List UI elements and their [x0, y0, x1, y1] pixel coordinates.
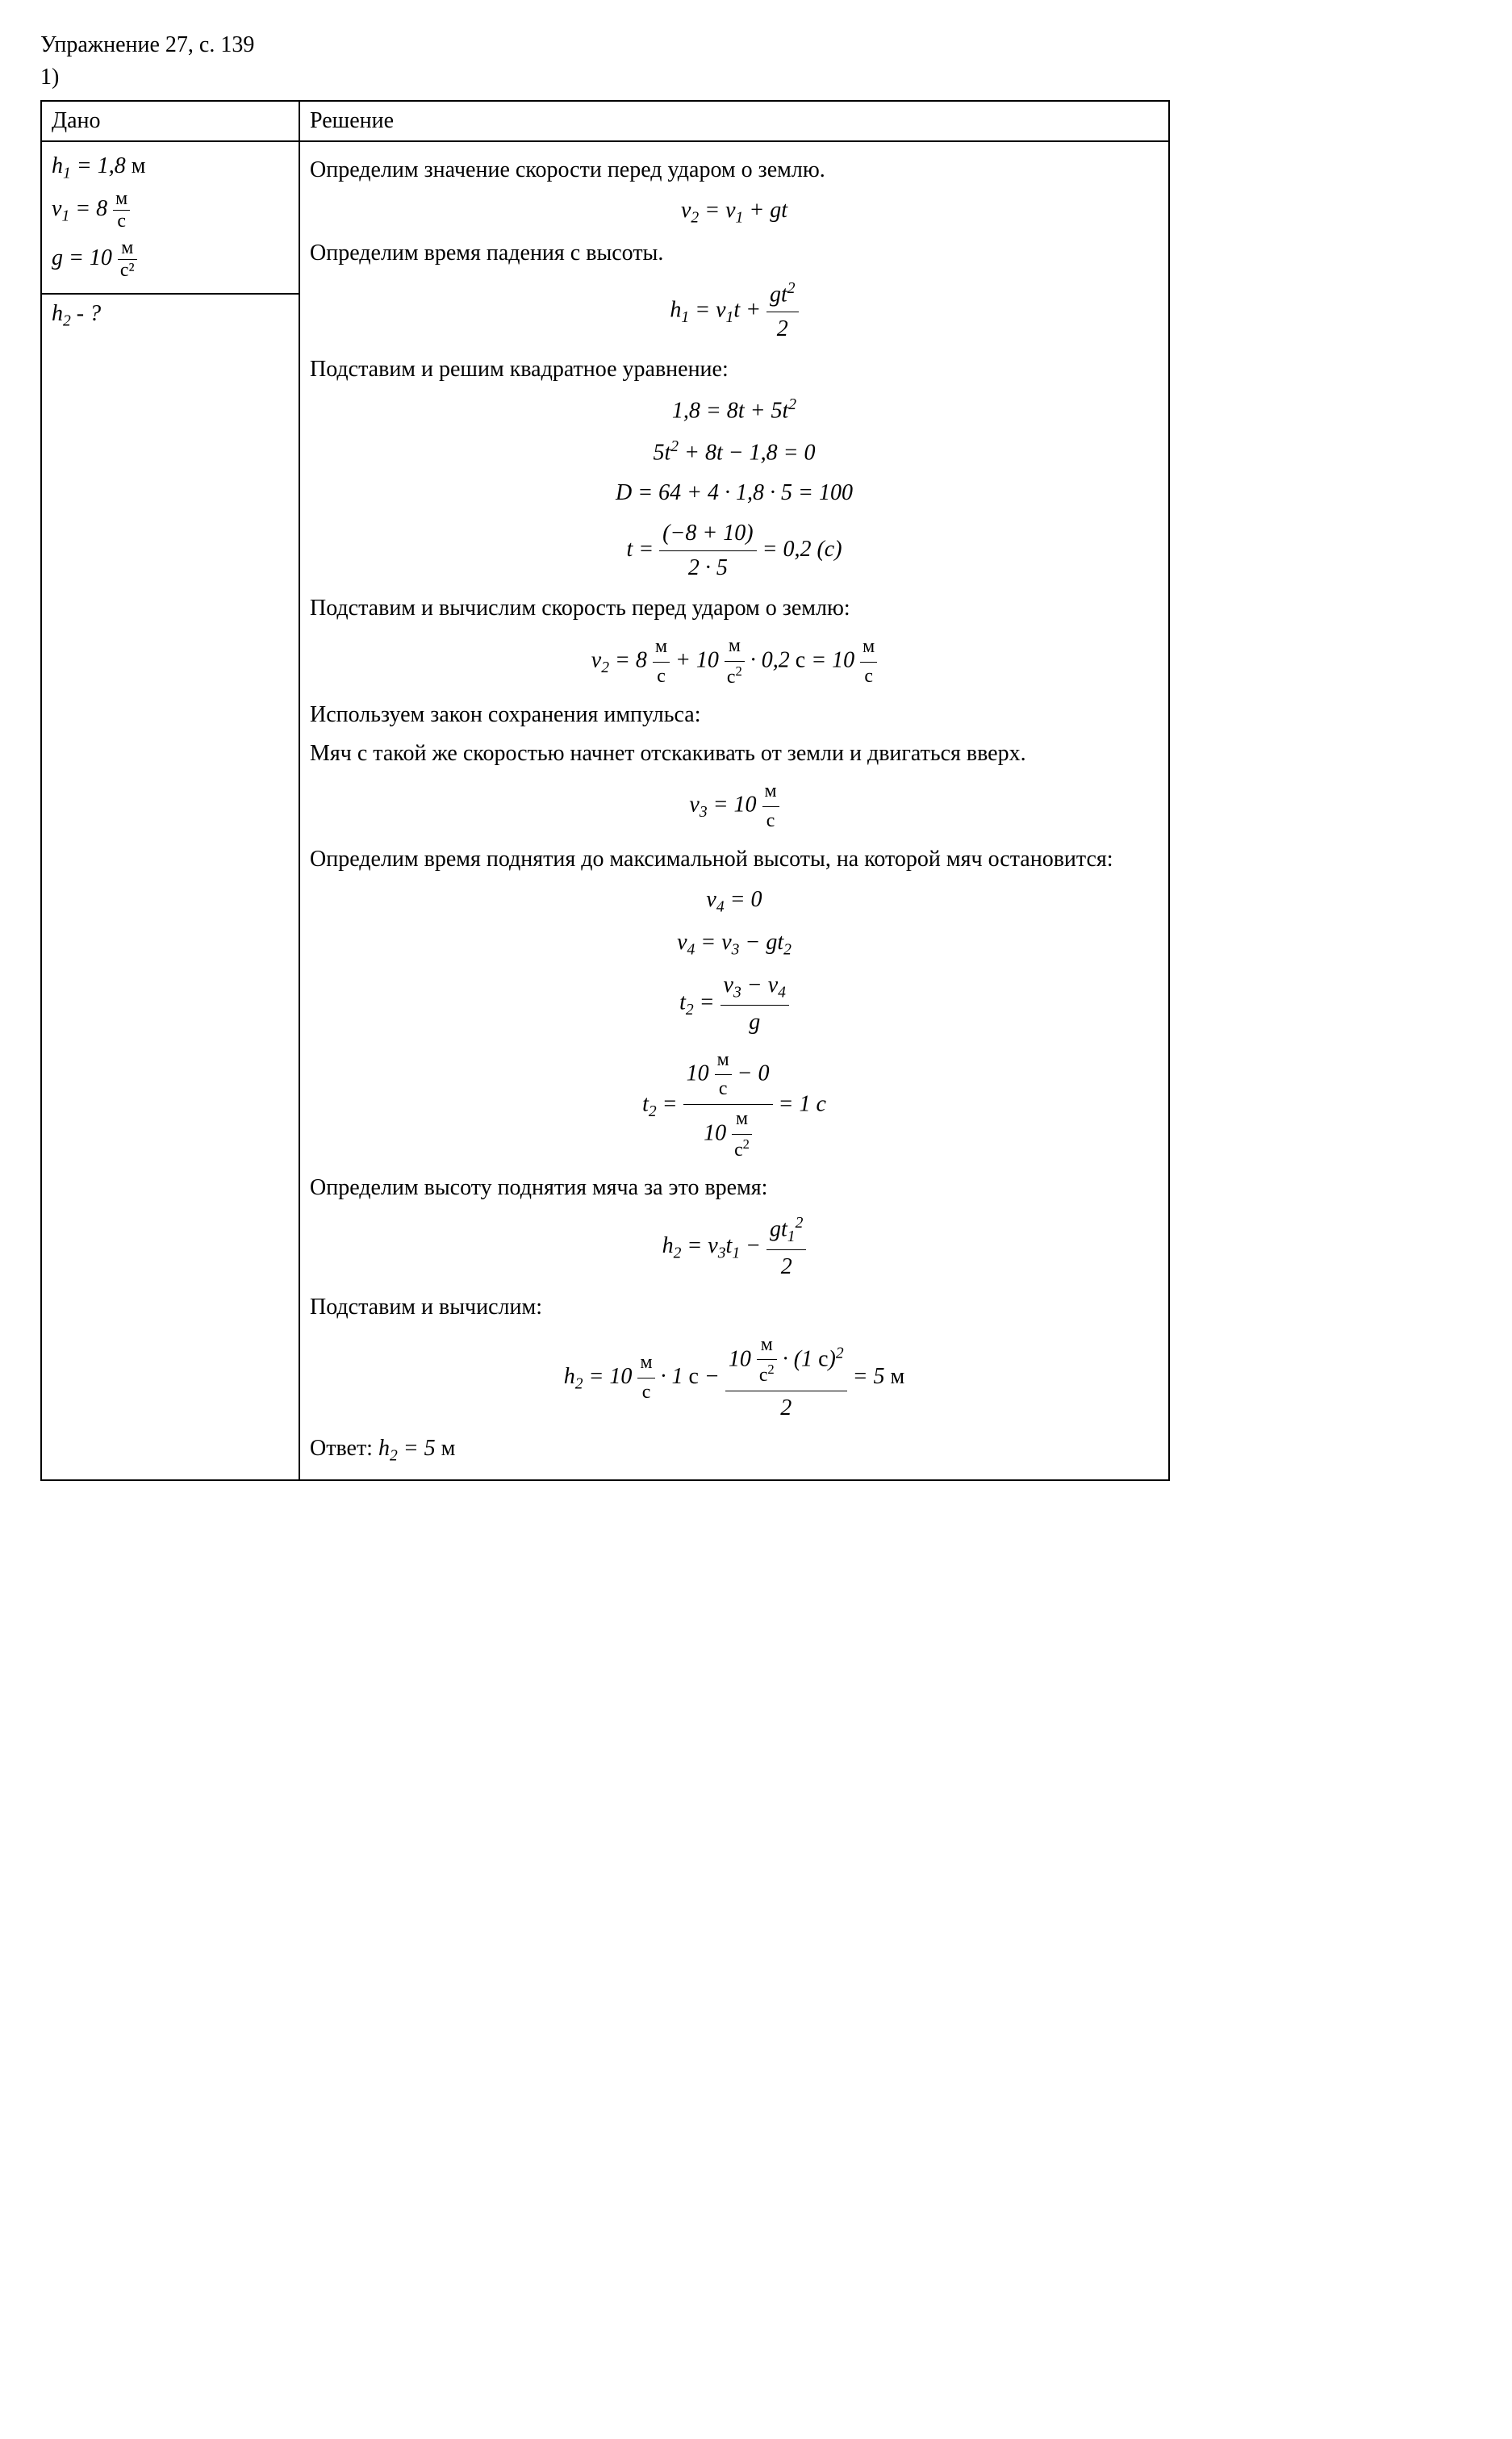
formula-h1: h1 = v1t + gt22	[310, 277, 1159, 346]
formula-t: t = (−8 + 10)2 · 5 = 0,2 (с)	[310, 517, 1159, 585]
text-p1: Определим значение скорости перед ударом…	[310, 153, 1159, 187]
text-p8: Определим высоту поднятия мяча за это вр…	[310, 1171, 1159, 1205]
exercise-title: Упражнение 27, с. 139	[40, 32, 254, 57]
formula-v2-calc: v2 = 8 мс + 10 мс2 · 0,2 с = 10 мс	[310, 632, 1159, 692]
exercise-header: Упражнение 27, с. 139	[40, 32, 1472, 58]
formula-disc: D = 64 + 4 · 1,8 · 5 = 100	[310, 476, 1159, 510]
formula-h2-calc: h2 = 10 мс · 1 с − 10 мс2 · (1 с)2 2 = 5…	[310, 1331, 1159, 1425]
unit-s: с	[113, 211, 130, 232]
solution-body: Определим значение скорости перед ударом…	[299, 141, 1169, 1480]
formula-t2-calc: t2 = 10 мс − 0 10 мс2 = 1 с	[310, 1046, 1159, 1165]
solution-label: Решение	[310, 108, 394, 133]
given-v1: v1 = 8 мс	[52, 188, 289, 232]
find-h2: h2 - ?	[52, 301, 101, 326]
formula-v4: v4 = v3 − gt2	[310, 926, 1159, 962]
formula-h2: h2 = v3t1 − gt122	[310, 1211, 1159, 1283]
unit-m2: м	[118, 237, 137, 260]
unit-s2: с²	[118, 260, 137, 282]
formula-v4-zero: v4 = 0	[310, 883, 1159, 919]
text-p4: Подставим и вычислим скорость перед удар…	[310, 592, 1159, 625]
answer-line: Ответ: h2 = 5 м	[310, 1432, 1159, 1468]
solution-label-cell: Решение	[299, 101, 1169, 141]
solution-table: Дано Решение h1 = 1,8 м v1 = 8 мс g = 10…	[40, 100, 1170, 1481]
text-p9: Подставим и вычислим:	[310, 1291, 1159, 1324]
v1-value: 8	[96, 196, 107, 221]
answer-value: h2 = 5 м	[378, 1436, 455, 1461]
unit-m: м	[113, 188, 130, 211]
t-den: 2 · 5	[659, 551, 756, 585]
given-column: h1 = 1,8 м v1 = 8 мс g = 10 мс² h2 - ?	[41, 141, 299, 1480]
given-label-cell: Дано	[41, 101, 299, 141]
item-number: 1)	[40, 65, 1472, 90]
text-p5: Используем закон сохранения импульса:	[310, 698, 1159, 732]
text-p3: Подставим и решим квадратное уравнение:	[310, 353, 1159, 387]
given-g: g = 10 мс²	[52, 237, 289, 282]
formula-v2: v2 = v1 + gt	[310, 194, 1159, 230]
text-p7: Определим время поднятия до максимальной…	[310, 843, 1159, 876]
text-p2: Определим время падения с высоты.	[310, 236, 1159, 270]
formula-v3: v3 = 10 мс	[310, 777, 1159, 835]
formula-t2: t2 = v3 − v4g	[310, 968, 1159, 1040]
find-section: h2 - ?	[42, 295, 299, 337]
formula-quad1: 1,8 = 8t + 5t2	[310, 393, 1159, 428]
g-value: 10	[90, 245, 112, 270]
given-data: h1 = 1,8 м v1 = 8 мс g = 10 мс²	[42, 142, 299, 295]
t-num: (−8 + 10)	[659, 517, 756, 551]
answer-label: Ответ:	[310, 1436, 378, 1461]
given-h1: h1 = 1,8 м	[52, 153, 289, 183]
given-label: Дано	[52, 108, 101, 133]
text-p6: Мяч с такой же скоростью начнет отскакив…	[310, 737, 1159, 771]
formula-quad2: 5t2 + 8t − 1,8 = 0	[310, 435, 1159, 470]
t-result: = 0,2 (с)	[762, 537, 842, 562]
